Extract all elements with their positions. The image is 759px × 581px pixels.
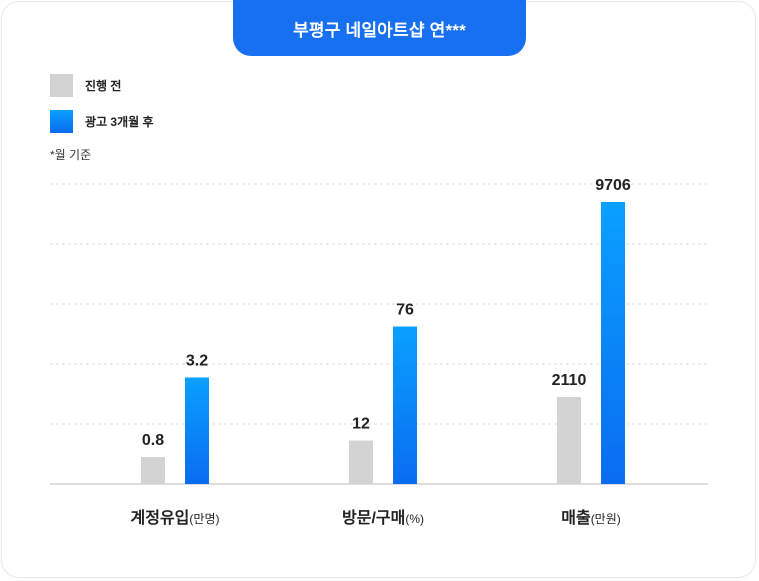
legend: 진행 전 광고 3개월 후: [50, 73, 154, 145]
bar-after: [185, 377, 209, 484]
bar-before: [141, 457, 165, 484]
bar-after: [393, 326, 417, 484]
legend-item-after: 광고 3개월 후: [50, 109, 154, 133]
category-name: 방문/구매: [342, 509, 405, 527]
category-label: 방문/구매(%): [342, 509, 424, 527]
chart-title: 부평구 네일아트샵 연***: [233, 0, 526, 56]
legend-label-after: 광고 3개월 후: [85, 114, 154, 129]
bar-before: [557, 397, 581, 484]
value-label-before: 12: [352, 416, 370, 433]
category-unit: (%): [405, 512, 424, 526]
legend-swatch-after: [50, 109, 73, 133]
bar-before: [349, 440, 373, 484]
legend-swatch-before: [50, 73, 73, 97]
footnote: *월 기준: [50, 148, 92, 162]
category-name: 계정유입: [131, 508, 190, 527]
category-label: 매출(만원): [561, 509, 621, 527]
value-label-before: 0.8: [142, 432, 164, 449]
value-label-after: 3.2: [186, 353, 208, 370]
value-label-before: 2110: [552, 372, 587, 389]
category-unit: (만원): [591, 512, 621, 526]
category-label: 계정유입(만명): [131, 508, 220, 527]
legend-label-before: 진행 전: [85, 78, 122, 93]
category-unit: (만명): [189, 512, 219, 526]
bar-after: [601, 202, 625, 484]
legend-item-before: 진행 전: [50, 73, 154, 97]
value-label-after: 76: [396, 302, 414, 319]
category-name: 매출: [561, 509, 591, 527]
value-label-after: 9706: [595, 177, 631, 194]
